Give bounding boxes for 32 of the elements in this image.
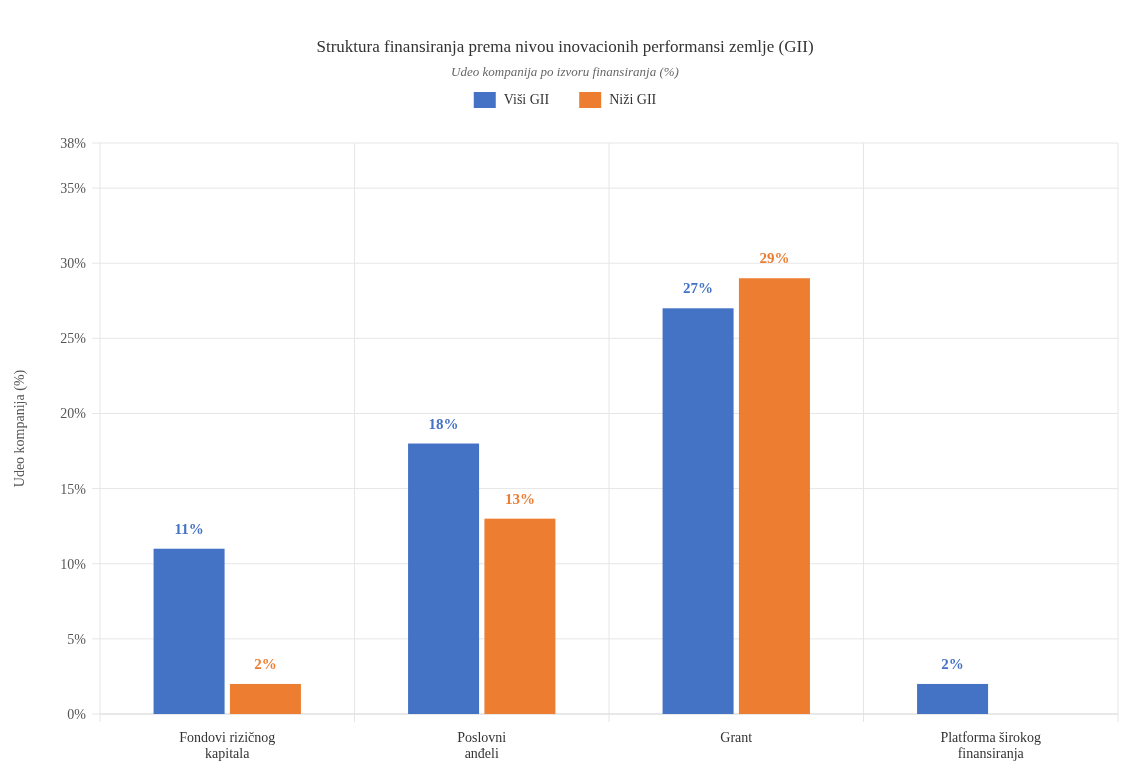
data-label: 27%: [683, 280, 714, 297]
y-tick-label: 20%: [60, 406, 87, 422]
chart-subtitle: Udeo kompanija po izvoru finansiranja (%): [451, 64, 679, 79]
data-label: 2%: [254, 655, 277, 672]
data-label: 2%: [941, 655, 964, 672]
data-label: 13%: [504, 490, 535, 507]
bar: [153, 548, 225, 714]
data-label: 11%: [174, 520, 204, 537]
y-tick-label: 5%: [67, 631, 87, 647]
x-tick-label: Poslovni anđeli: [457, 729, 507, 762]
bar: [917, 683, 989, 714]
y-tick-label: 15%: [60, 481, 87, 497]
legend-label: Viši GII: [503, 92, 550, 107]
bar: [408, 443, 480, 714]
x-tick-label: Fondovi rizičnog kapitala: [179, 729, 276, 762]
bar: [229, 683, 301, 714]
y-tick-label: 30%: [60, 256, 87, 272]
y-tick-label: 35%: [60, 181, 87, 197]
y-tick-label: 38%: [60, 135, 87, 151]
bar: [738, 278, 810, 714]
x-tick-label: Platforma širokog finansiranja: [940, 729, 1042, 762]
y-axis-title: Udeo kompanija (%): [12, 369, 28, 488]
legend-label: Niži GII: [609, 92, 657, 107]
bar: [662, 308, 734, 714]
x-tick-label: Grant: [720, 729, 753, 745]
y-tick-label: 10%: [60, 556, 87, 572]
bar: [484, 518, 556, 714]
data-label: 29%: [759, 250, 790, 267]
y-tick-label: 25%: [60, 331, 87, 347]
data-label: 18%: [428, 415, 459, 432]
chart-title: Struktura finansiranja prema nivou inovacionih performansi zemlje (GII): [316, 37, 814, 56]
y-tick-label: 0%: [67, 706, 87, 722]
